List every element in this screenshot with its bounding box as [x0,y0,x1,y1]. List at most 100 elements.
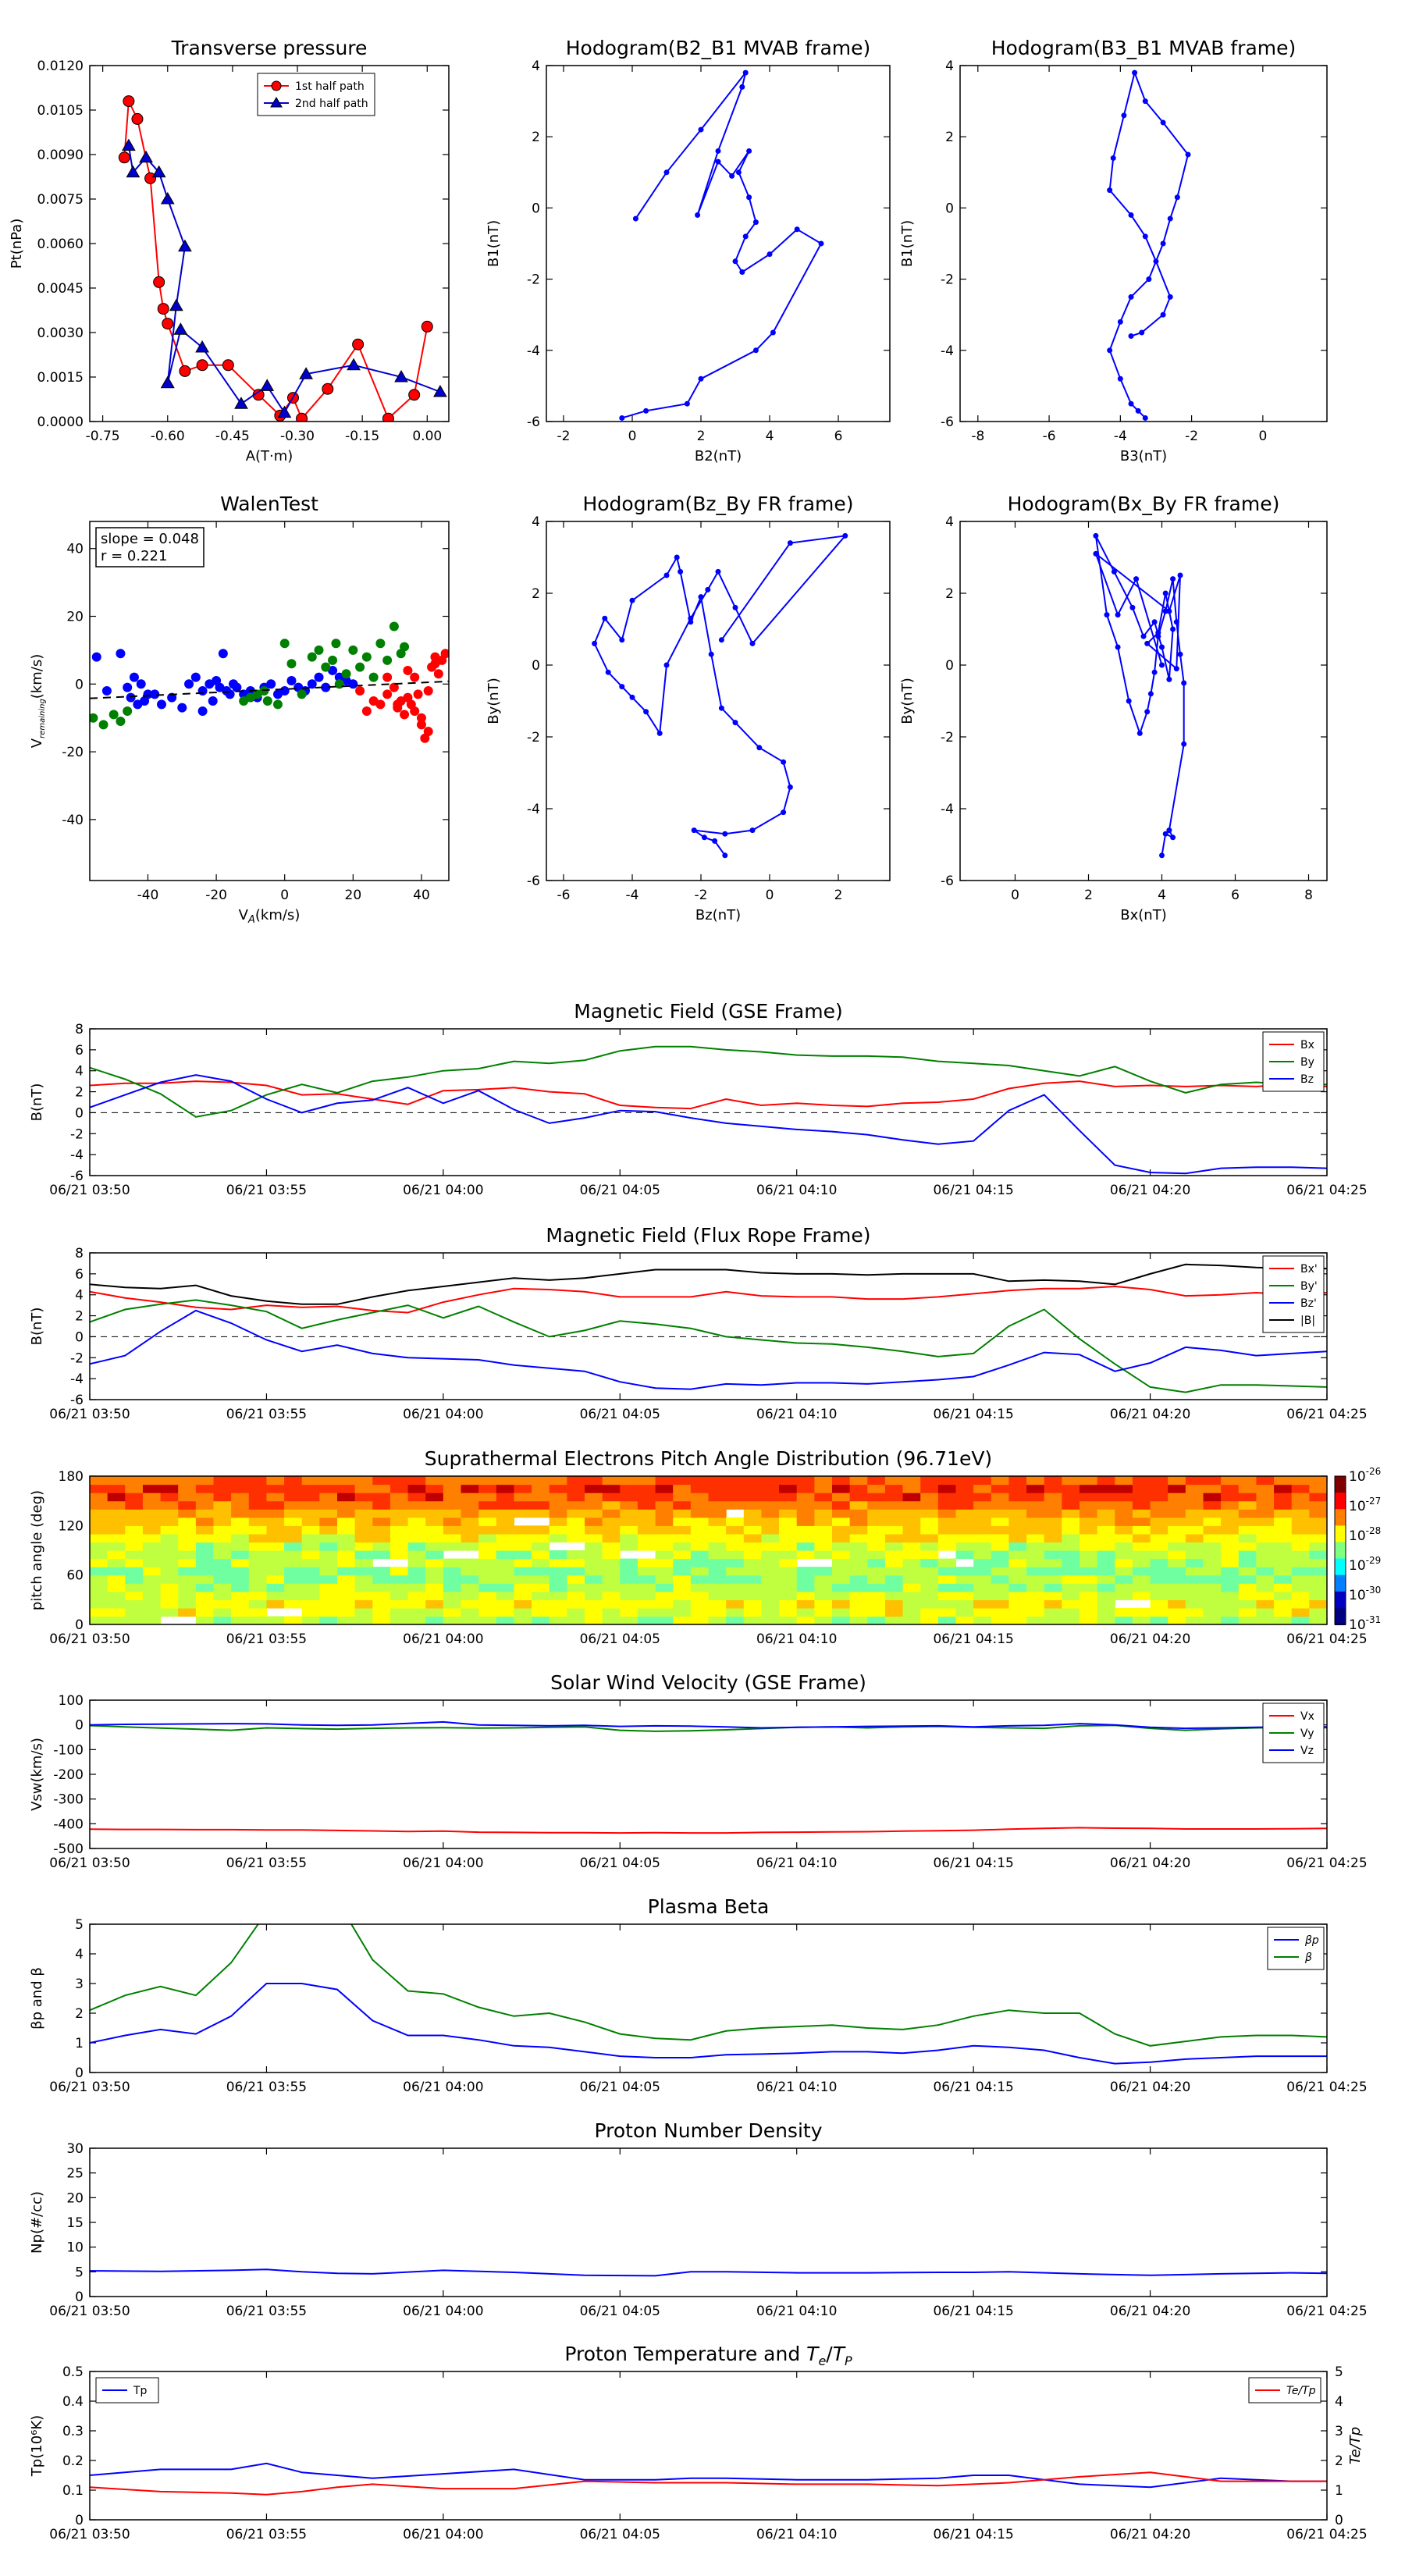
data-point [619,637,625,643]
data-point [1177,572,1183,578]
heatmap-cell [1132,1484,1151,1493]
heatmap-cell [690,1567,710,1576]
heatmap-cell [443,1493,462,1502]
heatmap-cell [973,1550,992,1560]
data-point [818,240,824,247]
heatmap-cell [1044,1484,1062,1493]
heatmap-cell [567,1599,585,1609]
x-tick-label: 06/21 04:20 [1110,2080,1190,2095]
heatmap-cell [673,1500,692,1510]
fit-line [90,680,449,699]
heatmap-cell [532,1484,550,1493]
heatmap-cell [637,1574,656,1584]
heatmap-cell [920,1476,939,1485]
y-tick-label: -2 [941,272,954,288]
heatmap-cell [849,1558,868,1567]
plot-area [118,95,447,422]
heatmap-cell [549,1607,567,1617]
heatmap-cell [478,1599,497,1609]
heatmap-cell [1132,1517,1151,1526]
heatmap-cell [1115,1476,1133,1485]
heatmap-cell [832,1500,851,1510]
heatmap-cell [620,1558,638,1567]
heatmap-cell [107,1591,126,1600]
series-line-By [90,1045,1327,1118]
heatmap-cell [266,1542,285,1551]
hodogram-line [621,72,823,419]
heatmap-cell [884,1599,904,1609]
plot-frame [546,65,891,422]
heatmap-cell [142,1525,162,1535]
heatmap-cell [231,1599,250,1609]
heatmap-cell [849,1616,868,1624]
heatmap-cell [867,1550,886,1560]
y-tick-label: 40 [66,542,84,557]
heatmap-cell [90,1616,108,1624]
heatmap-cell [1238,1583,1257,1592]
heatmap-cell [726,1583,745,1592]
heatmap-cell [1168,1599,1186,1609]
heatmap-cell [142,1542,162,1551]
heatmap-cell [231,1583,250,1592]
plot-area [90,2462,1327,2496]
x-tick-label: 06/21 04:25 [1286,2527,1367,2542]
heatmap-cell [1291,1476,1310,1485]
data-point [739,269,745,275]
data-point [157,699,166,710]
chart-title: Hodogram(Bx_By FR frame) [1008,493,1280,515]
data-point [1167,294,1173,300]
heatmap-cell [195,1484,215,1493]
data-point [787,540,793,546]
heatmap-cell [1026,1599,1045,1609]
heatmap-cell [673,1509,692,1518]
data-point [140,696,150,706]
data-point [1160,119,1166,126]
data-point [222,359,234,372]
heatmap-cell [389,1542,409,1551]
heatmap-cell [832,1517,851,1526]
heatmap-cell [284,1550,303,1560]
heatmap-cell [567,1484,585,1493]
heatmap-cell [319,1542,338,1551]
heatmap-cell [425,1607,444,1617]
heatmap-cell [1097,1583,1115,1592]
heatmap-cell [284,1476,303,1485]
heatmap-cell [690,1616,710,1624]
heatmap-cell [1080,1591,1098,1600]
heatmap-cell [743,1525,763,1535]
heatmap-cell [195,1500,215,1510]
heatmap-cell [532,1583,550,1592]
data-point [1166,608,1172,614]
heatmap-cell [514,1616,532,1624]
heatmap-cell [337,1542,356,1551]
heatmap-cell [708,1599,727,1609]
heatmap-cell [425,1484,444,1493]
heatmap-cell [779,1591,798,1600]
heatmap-cell [90,1509,108,1518]
heatmap-cell [532,1476,550,1485]
heatmap-cell [1238,1500,1257,1510]
heatmap-cell [1097,1525,1115,1535]
heatmap-cell [160,1500,179,1510]
heatmap-cell [849,1574,868,1584]
heatmap-cell [620,1493,638,1502]
series-line-Np [90,2268,1327,2277]
heatmap-cell [991,1550,1010,1560]
heatmap-cell [761,1616,780,1624]
heatmap-cell [920,1607,939,1617]
y-tick-label: -100 [53,1742,84,1758]
heatmap-cell [884,1542,904,1551]
heatmap-cell [125,1607,144,1617]
heatmap-cell [867,1574,886,1584]
heatmap-cell [796,1509,815,1518]
heatmap-cell [726,1567,745,1576]
heatmap-cell [937,1591,957,1600]
x-tick-label: 06/21 04:25 [1286,2080,1367,2095]
y-tick-label: 60 [66,1568,84,1584]
data-point [416,713,426,723]
plot-area [1107,69,1191,421]
heatmap-cell [90,1583,108,1592]
heatmap-cell [248,1567,268,1576]
heatmap-cell [779,1567,798,1576]
